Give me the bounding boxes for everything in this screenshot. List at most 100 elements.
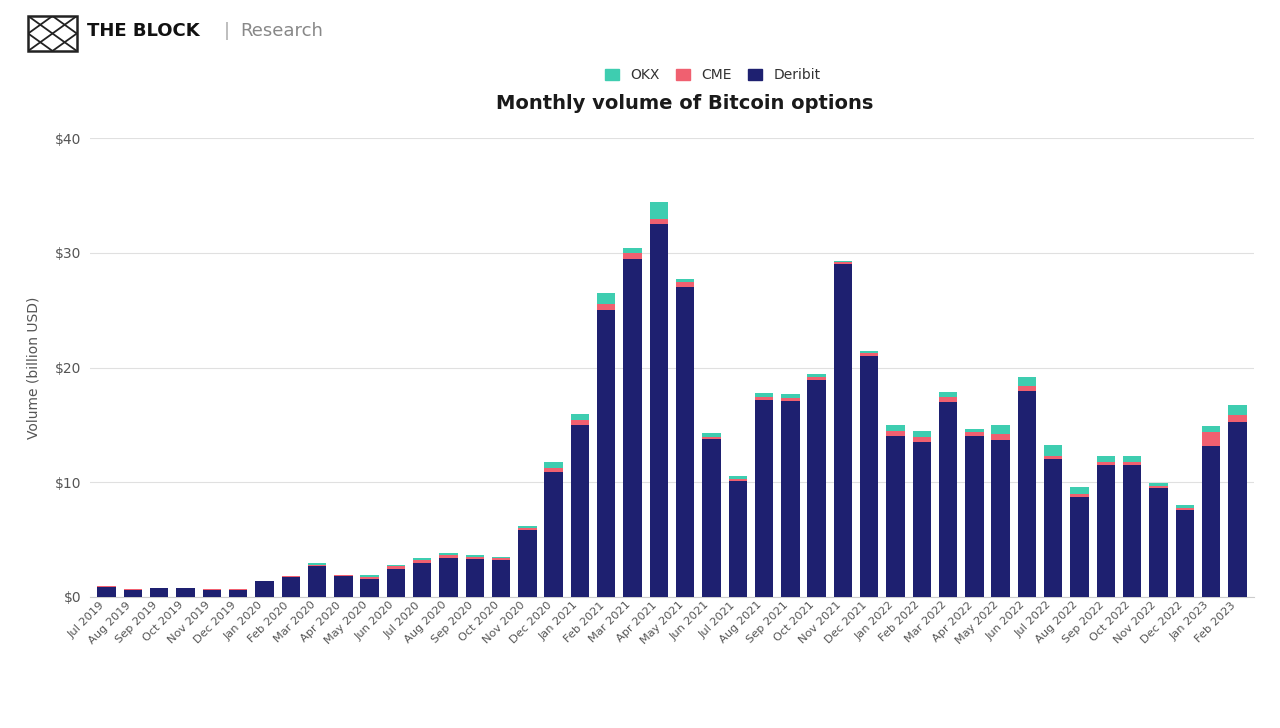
- Bar: [282, 576, 300, 577]
- Bar: [334, 575, 352, 577]
- Bar: [938, 402, 957, 597]
- Bar: [650, 224, 668, 597]
- Bar: [992, 440, 1010, 597]
- Bar: [413, 561, 431, 563]
- Bar: [1044, 456, 1062, 459]
- Bar: [466, 559, 484, 597]
- Bar: [334, 577, 352, 597]
- Bar: [676, 282, 694, 288]
- Bar: [307, 563, 326, 565]
- Bar: [781, 401, 800, 597]
- Bar: [965, 432, 983, 436]
- Bar: [518, 526, 536, 528]
- Bar: [1070, 494, 1089, 497]
- Bar: [623, 258, 641, 597]
- Bar: [623, 253, 641, 258]
- Bar: [1097, 462, 1115, 465]
- Bar: [97, 587, 116, 597]
- Bar: [1149, 486, 1167, 488]
- Bar: [387, 566, 406, 569]
- Bar: [361, 575, 379, 577]
- Bar: [544, 467, 563, 472]
- Bar: [650, 202, 668, 219]
- Bar: [1070, 497, 1089, 597]
- Bar: [703, 439, 721, 597]
- Bar: [596, 304, 616, 310]
- Bar: [992, 425, 1010, 435]
- Bar: [833, 261, 852, 262]
- Text: Monthly volume of Bitcoin options: Monthly volume of Bitcoin options: [497, 94, 873, 113]
- Bar: [571, 414, 589, 420]
- Bar: [307, 565, 326, 566]
- Bar: [728, 476, 748, 479]
- Bar: [229, 590, 247, 597]
- Bar: [544, 462, 563, 467]
- Bar: [965, 436, 983, 597]
- Bar: [150, 588, 169, 597]
- Bar: [1044, 459, 1062, 597]
- Bar: [703, 433, 721, 437]
- Bar: [808, 377, 826, 380]
- Bar: [544, 472, 563, 597]
- Bar: [1149, 483, 1167, 486]
- Bar: [860, 351, 878, 353]
- Bar: [965, 429, 983, 432]
- Bar: [1097, 456, 1115, 462]
- Text: THE BLOCK: THE BLOCK: [87, 23, 200, 40]
- Bar: [650, 219, 668, 224]
- Bar: [1202, 446, 1220, 597]
- Bar: [492, 558, 511, 561]
- Bar: [703, 437, 721, 439]
- Bar: [202, 590, 221, 597]
- Bar: [1018, 390, 1037, 597]
- Bar: [1228, 422, 1247, 597]
- Bar: [1123, 462, 1142, 465]
- Bar: [124, 590, 142, 597]
- Bar: [439, 553, 458, 555]
- Bar: [1123, 465, 1142, 597]
- Bar: [913, 431, 931, 437]
- Bar: [913, 437, 931, 442]
- Bar: [1202, 426, 1220, 432]
- Bar: [439, 558, 458, 597]
- Bar: [781, 397, 800, 401]
- Bar: [571, 425, 589, 597]
- Bar: [387, 565, 406, 566]
- Bar: [755, 400, 773, 597]
- Bar: [492, 561, 511, 597]
- Bar: [1175, 510, 1194, 597]
- Bar: [833, 262, 852, 264]
- Bar: [623, 248, 641, 253]
- Bar: [938, 397, 957, 402]
- Bar: [596, 293, 616, 304]
- Bar: [177, 588, 195, 597]
- Bar: [938, 392, 957, 397]
- Bar: [676, 279, 694, 282]
- Bar: [755, 397, 773, 400]
- Bar: [307, 566, 326, 597]
- Bar: [728, 481, 748, 597]
- Bar: [992, 435, 1010, 440]
- Bar: [1070, 487, 1089, 494]
- Text: |: |: [224, 23, 230, 40]
- Bar: [361, 577, 379, 579]
- Bar: [466, 557, 484, 559]
- Bar: [596, 310, 616, 597]
- Bar: [1018, 387, 1037, 390]
- Bar: [361, 579, 379, 597]
- Bar: [913, 442, 931, 597]
- Bar: [571, 420, 589, 425]
- Bar: [255, 582, 274, 597]
- Bar: [282, 577, 300, 597]
- Bar: [1228, 415, 1247, 422]
- Bar: [1175, 507, 1194, 510]
- Bar: [439, 555, 458, 558]
- Bar: [781, 395, 800, 397]
- Bar: [413, 563, 431, 597]
- Bar: [1044, 445, 1062, 456]
- Bar: [1149, 488, 1167, 597]
- Bar: [886, 425, 905, 431]
- Bar: [1123, 456, 1142, 462]
- Bar: [387, 569, 406, 597]
- Bar: [518, 531, 536, 597]
